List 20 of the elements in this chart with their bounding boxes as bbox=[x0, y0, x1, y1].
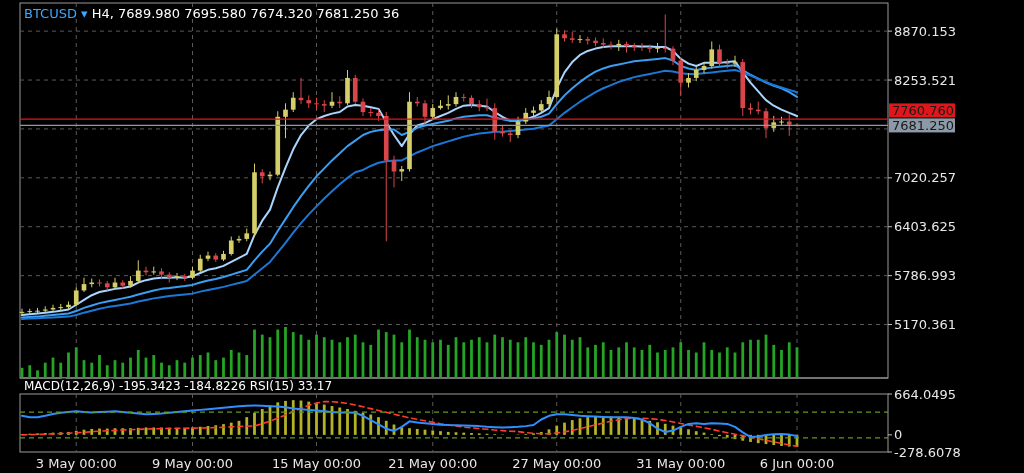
x-tick-label: 21 May 00:00 bbox=[388, 455, 478, 471]
ref-line-label: 7760.760 bbox=[892, 102, 955, 118]
y-tick-label: 7020.257 bbox=[894, 170, 957, 186]
y-tick-label: 8870.153 bbox=[894, 23, 957, 39]
x-tick-label: 6 Jun 00:00 bbox=[759, 455, 835, 471]
x-tick-label: 31 May 00:00 bbox=[636, 455, 726, 471]
y-tick-label: 5170.361 bbox=[894, 317, 957, 333]
x-tick-label: 15 May 00:00 bbox=[271, 455, 362, 471]
x-tick-label: 3 May 00:00 bbox=[35, 455, 117, 471]
y-tick-label: 5786.993 bbox=[894, 268, 957, 284]
y-tick-label: 0 bbox=[894, 427, 903, 443]
x-tick-label: 9 May 00:00 bbox=[152, 455, 233, 471]
y-tick-label: 8253.521 bbox=[894, 72, 957, 88]
y-tick-label: -278.6078 bbox=[894, 444, 961, 460]
chart-title: MACD(12,26,9) -195.3423 -184.8226 RSI(15) 33.17 bbox=[24, 379, 333, 393]
ref-line-label: 7681.250 bbox=[892, 117, 955, 133]
y-tick-label: 6403.625 bbox=[894, 219, 957, 235]
chart-title: BTCUSD ▾ H4, 7689.980 7695.580 7674.320 7681.250 36 bbox=[24, 5, 400, 21]
x-tick-label: 27 May 00:00 bbox=[512, 455, 602, 471]
y-tick-label: 664.0495 bbox=[894, 386, 957, 402]
